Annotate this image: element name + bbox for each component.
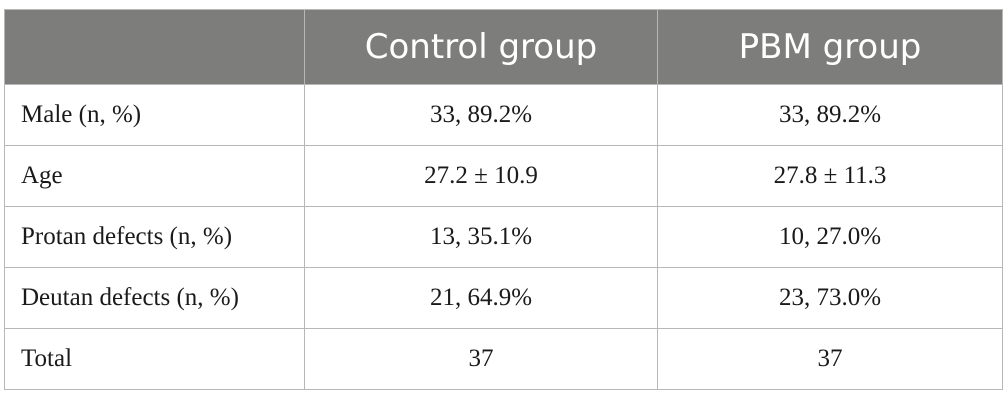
header-pbm-group: PBM group <box>657 9 1003 85</box>
pbm-value: 27.8 ± 11.3 <box>657 145 1003 207</box>
demographics-table: Control group PBM group Male (n, %) 33, … <box>4 9 1003 390</box>
data-table-container: Control group PBM group Male (n, %) 33, … <box>4 9 1003 390</box>
row-label: Male (n, %) <box>4 84 305 146</box>
table-row: Protan defects (n, %) 13, 35.1% 10, 27.0… <box>4 206 1003 268</box>
row-label: Age <box>4 145 305 207</box>
table-row: Deutan defects (n, %) 21, 64.9% 23, 73.0… <box>4 267 1003 329</box>
pbm-value: 23, 73.0% <box>657 267 1003 329</box>
control-value: 37 <box>304 328 658 390</box>
table-body: Male (n, %) 33, 89.2% 33, 89.2% Age 27.2… <box>4 84 1003 390</box>
pbm-value: 33, 89.2% <box>657 84 1003 146</box>
header-control-group: Control group <box>304 9 658 85</box>
control-value: 33, 89.2% <box>304 84 658 146</box>
control-value: 27.2 ± 10.9 <box>304 145 658 207</box>
pbm-value: 37 <box>657 328 1003 390</box>
table-row: Male (n, %) 33, 89.2% 33, 89.2% <box>4 84 1003 146</box>
header-empty-cell <box>4 9 305 85</box>
table-row: Age 27.2 ± 10.9 27.8 ± 11.3 <box>4 145 1003 207</box>
table-header: Control group PBM group <box>4 9 1003 85</box>
row-label: Protan defects (n, %) <box>4 206 305 268</box>
control-value: 21, 64.9% <box>304 267 658 329</box>
row-label: Total <box>4 328 305 390</box>
table-row: Total 37 37 <box>4 328 1003 390</box>
pbm-value: 10, 27.0% <box>657 206 1003 268</box>
row-label: Deutan defects (n, %) <box>4 267 305 329</box>
control-value: 13, 35.1% <box>304 206 658 268</box>
header-row: Control group PBM group <box>4 9 1003 85</box>
